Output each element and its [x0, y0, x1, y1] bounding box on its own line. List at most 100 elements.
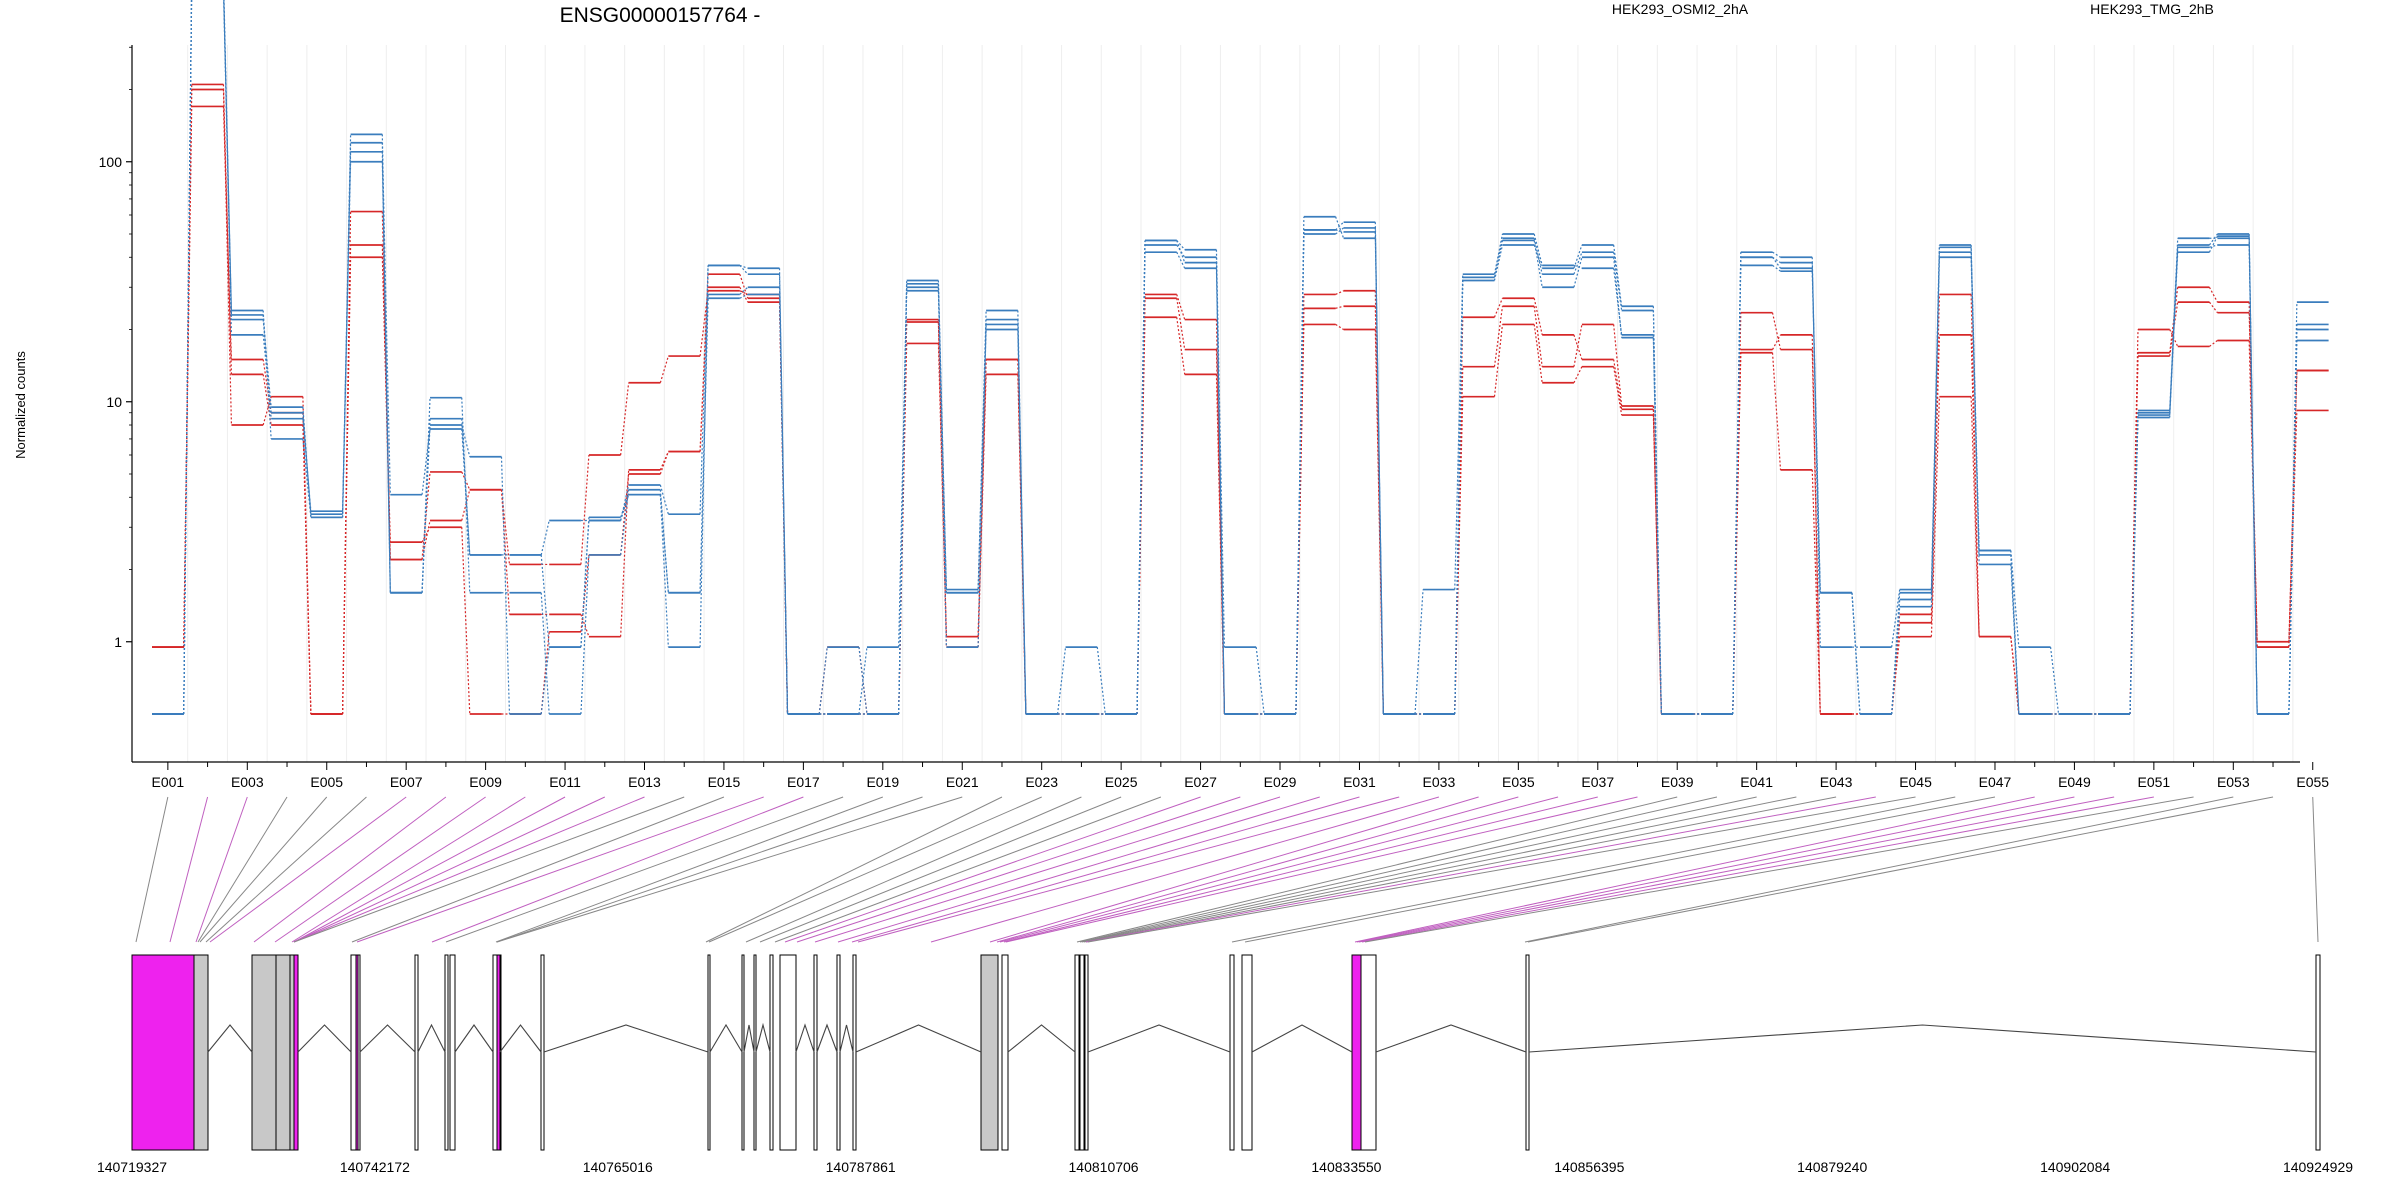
exon-connector: [745, 796, 1082, 943]
exon-block: [251, 954, 277, 1151]
x-tick-label: E023: [1025, 774, 1058, 790]
exon-block: [449, 954, 456, 1151]
series-riser: [2169, 238, 2179, 411]
x-tick-label: E037: [1581, 774, 1614, 790]
y-tick-label: 10: [106, 394, 122, 410]
series-riser: [500, 456, 511, 715]
series-riser: [262, 314, 272, 419]
series-riser: [739, 286, 749, 295]
legend-entry-condition-a: HEK293_OSMI2_2hA: [1612, 1, 1749, 17]
intron-line: [1251, 1024, 1353, 1053]
series-riser: [1215, 262, 1226, 715]
intron-line: [816, 1023, 838, 1053]
x-tick-label: E011: [549, 774, 581, 790]
x-tick-label: E007: [390, 774, 423, 790]
series-riser: [580, 520, 590, 648]
series-riser: [1891, 599, 1901, 715]
y-axis-label: Normalized counts: [13, 351, 28, 459]
series-riser: [659, 494, 669, 648]
genomic-axis: 140719327 140742172 140765016 140787861 1408…: [97, 1159, 2353, 1175]
exon-block: [813, 954, 818, 1151]
series-riser: [1652, 310, 1662, 715]
series-riser: [1613, 359, 1623, 410]
series-riser: [659, 489, 669, 593]
intron-line: [417, 1023, 446, 1053]
exon-connector: [445, 796, 844, 943]
series-riser: [1215, 349, 1226, 715]
series-riser: [2010, 550, 2020, 648]
series-riser: [1732, 257, 1742, 715]
exon-connector: [356, 796, 764, 943]
series-riser: [620, 382, 630, 456]
exon-block: [355, 954, 359, 1151]
series-riser: [2248, 233, 2258, 715]
legend-entry-condition-b: HEK293_TMG_2hB: [2090, 1, 2214, 17]
y-tick-label: 1: [114, 634, 122, 650]
series-riser: [381, 134, 391, 593]
x-tick-label: E029: [1264, 774, 1297, 790]
series-riser: [1255, 647, 1265, 715]
series-riser: [302, 418, 312, 512]
exon-block: [1229, 954, 1235, 1151]
intron-line: [1375, 1024, 1527, 1053]
series-riser: [1454, 274, 1464, 590]
exon-connector: [495, 796, 883, 943]
series-riser: [1970, 294, 1980, 637]
series-riser: [699, 290, 709, 357]
exon-connector: [1524, 796, 2234, 943]
series-condition_b-3: [152, 0, 2329, 715]
exon-block: [1084, 954, 1089, 1151]
exon-connector: [1358, 796, 2115, 943]
series-riser: [1335, 221, 1345, 231]
exon-block: [414, 954, 419, 1151]
series-riser: [739, 274, 749, 299]
genomic-tick-label: 140742172: [340, 1159, 410, 1175]
series-riser: [381, 151, 391, 593]
genomic-tick-label: 140765016: [583, 1159, 653, 1175]
series-riser: [1374, 329, 1384, 715]
x-tick-label: E025: [1105, 774, 1138, 790]
series-riser: [1573, 257, 1583, 288]
x-tick-label: E019: [866, 774, 899, 790]
series-riser: [461, 471, 471, 490]
series-riser: [1176, 251, 1186, 269]
series-riser: [659, 484, 669, 515]
x-tick-label: E051: [2138, 774, 2171, 790]
x-tick-label: E005: [310, 774, 343, 790]
series-riser: [461, 428, 471, 555]
exon-block: [707, 954, 711, 1151]
series-riser: [1573, 334, 1583, 360]
exon-connectors: [135, 796, 2319, 943]
exon-block: [1525, 954, 1530, 1151]
series-riser: [461, 527, 471, 715]
intron-line: [709, 1023, 743, 1053]
series-riser: [421, 526, 431, 543]
series-riser: [2010, 564, 2020, 715]
exon-connector: [1364, 796, 2194, 943]
series-riser: [818, 647, 828, 715]
exon-block: [1079, 954, 1085, 1151]
series-riser: [381, 142, 391, 495]
x-tick-label: E049: [2058, 774, 2091, 790]
exon-connector: [996, 796, 1519, 943]
series-riser: [540, 554, 550, 648]
series-riser: [1970, 396, 1980, 637]
intron-line: [743, 1024, 755, 1053]
series-riser: [461, 418, 471, 555]
x-tick-label: E033: [1423, 774, 1456, 790]
series-riser: [1374, 227, 1384, 715]
series-riser: [2288, 410, 2298, 648]
exon-block: [836, 954, 841, 1151]
series-riser: [183, 89, 193, 648]
series-riser: [1771, 352, 1782, 470]
exon-connector: [1361, 796, 2154, 943]
series-riser: [1493, 233, 1504, 275]
x-tick-label: E053: [2217, 774, 2250, 790]
exon-connector: [851, 796, 1360, 943]
series-riser: [540, 647, 550, 715]
series-riser: [421, 428, 431, 495]
exon-block: [293, 954, 299, 1151]
exon-block: [444, 954, 449, 1151]
series-riser: [659, 355, 669, 383]
